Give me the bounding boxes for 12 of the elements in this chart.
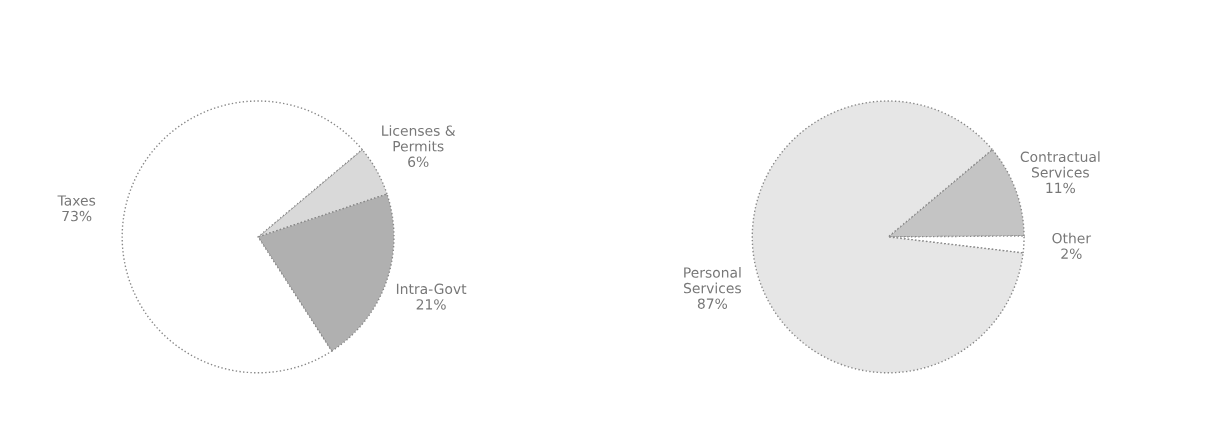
slice-label: Contractual Services [1020, 151, 1100, 178]
slice-label: Intra-Govt [396, 283, 467, 295]
slice-label: Other [1052, 232, 1092, 244]
data-label: 87% [697, 298, 728, 309]
slice-label: Taxes [57, 195, 96, 206]
slice-label: Licenses & Permits [382, 125, 456, 152]
data-label: 6% [408, 156, 429, 167]
data-label: 21% [416, 299, 446, 310]
data-label: 2% [1061, 248, 1082, 259]
slice-label: Personal Services [683, 267, 741, 294]
data-label: 73% [62, 210, 92, 222]
data-label: 11% [1046, 182, 1075, 194]
